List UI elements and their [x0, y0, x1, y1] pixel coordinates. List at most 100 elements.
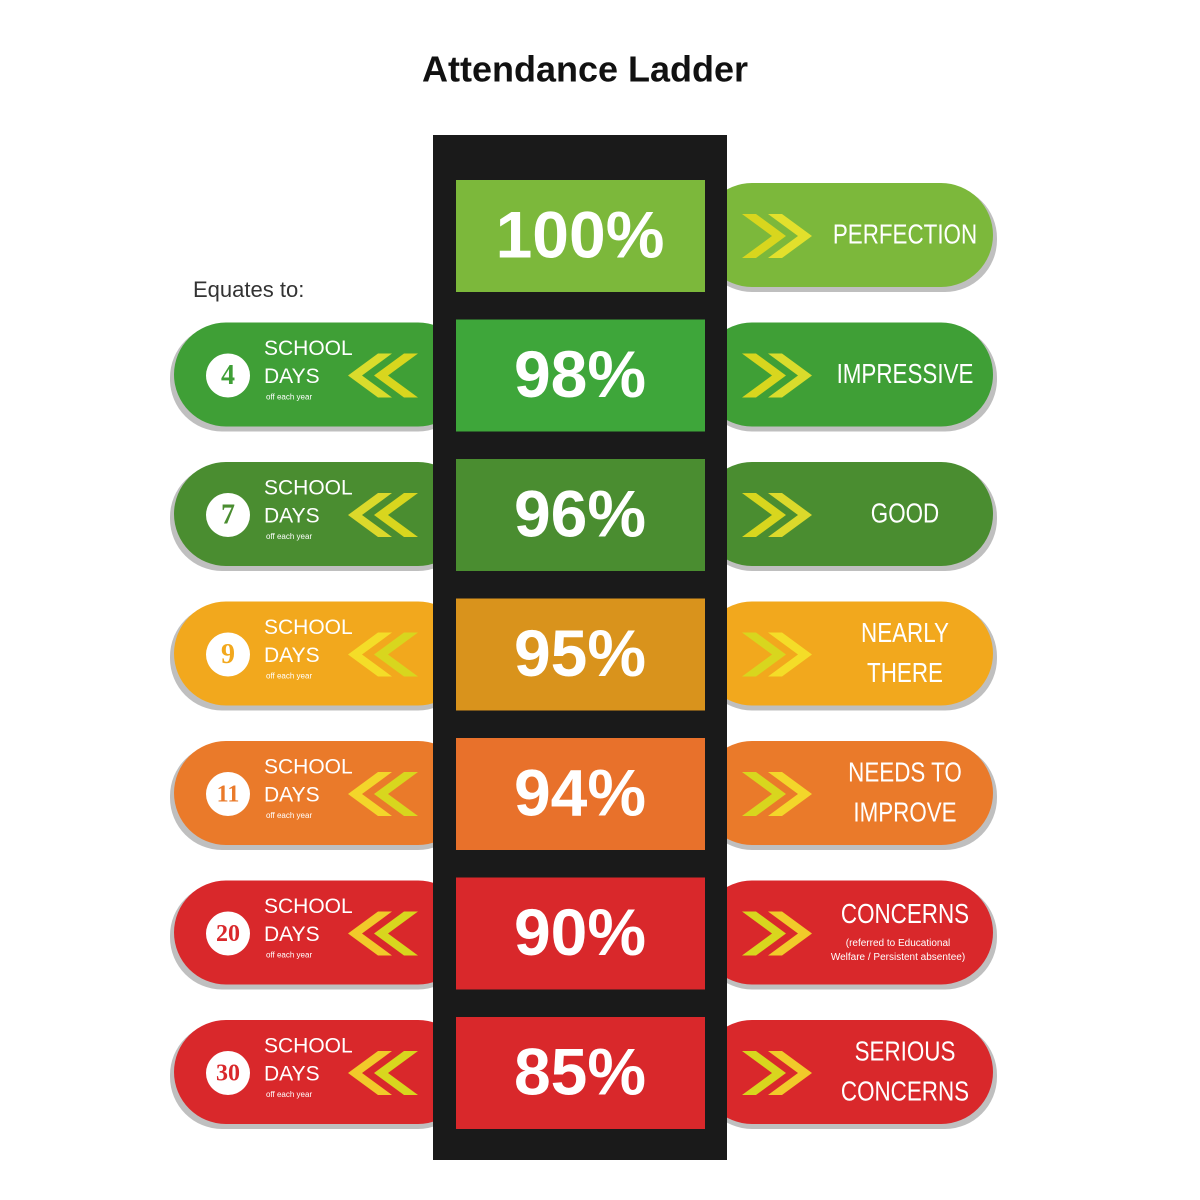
- percent-box: [456, 598, 705, 711]
- status-label: GOOD: [871, 498, 939, 529]
- chevron: [742, 493, 786, 537]
- percent-label: 94%: [514, 755, 646, 829]
- status-label: CONCERNS: [841, 899, 969, 930]
- days-circle: [206, 632, 250, 677]
- chevron: [374, 1051, 418, 1095]
- school-label: SCHOOL: [264, 756, 353, 779]
- days-pill: [174, 1020, 470, 1124]
- chevron: [374, 632, 418, 677]
- school-label: SCHOOL: [264, 895, 353, 918]
- percent-label: 90%: [514, 895, 646, 969]
- chevron: [768, 1051, 812, 1095]
- days-label: DAYS: [264, 784, 320, 807]
- pills: PERFECTION IMPRESSIVE 4 SCHOOL DAYS off each …: [170, 183, 997, 1129]
- school-label: SCHOOL: [264, 337, 353, 360]
- chevron: [348, 493, 392, 537]
- days-circle: [206, 772, 250, 816]
- days-pill: [174, 880, 470, 985]
- equates-label: Equates to:: [193, 277, 304, 302]
- status-pill: [700, 880, 993, 985]
- chevron: [742, 214, 786, 258]
- chevron: [742, 1051, 786, 1095]
- chevron: [374, 493, 418, 537]
- status-label: IMPROVE: [853, 797, 956, 828]
- chevron: [768, 772, 812, 816]
- status-pill: [700, 462, 993, 566]
- percent-box: [456, 738, 705, 850]
- days-number: 30: [216, 1061, 240, 1087]
- chevron: [742, 353, 786, 398]
- days-circle: [206, 1051, 250, 1095]
- days-number: 20: [216, 921, 240, 947]
- days-note: off each year: [266, 393, 312, 402]
- chevron: [742, 911, 786, 956]
- status-label: IMPRESSIVE: [837, 359, 974, 390]
- status-sublabel: Welfare / Persistent absentee): [831, 952, 965, 963]
- chevron: [348, 911, 392, 956]
- days-circle: [206, 353, 250, 398]
- days-note: off each year: [266, 811, 312, 820]
- days-note: off each year: [266, 951, 312, 960]
- days-note: off each year: [266, 532, 312, 541]
- chevron: [348, 1051, 392, 1095]
- days-number: 9: [221, 639, 235, 670]
- percent-box: [456, 319, 705, 432]
- status-pill: [700, 601, 993, 706]
- chevron: [768, 214, 812, 258]
- days-number: 7: [221, 499, 235, 530]
- status-label: THERE: [867, 658, 943, 689]
- status-pill: [700, 741, 993, 845]
- days-pill: [174, 462, 470, 566]
- school-label: SCHOOL: [264, 1035, 353, 1058]
- status-pill: [700, 183, 993, 287]
- percent-label: 85%: [514, 1034, 646, 1108]
- percent-box: [456, 459, 705, 571]
- percent-box: [456, 1017, 705, 1129]
- days-circle: [206, 911, 250, 956]
- days-note: off each year: [266, 1090, 312, 1099]
- chevron: [374, 911, 418, 956]
- days-label: DAYS: [264, 644, 320, 667]
- chevron: [374, 772, 418, 816]
- status-sublabel: (referred to Educational: [846, 938, 951, 949]
- chevron: [348, 772, 392, 816]
- percent-label: 100%: [496, 197, 665, 271]
- chevron: [374, 353, 418, 398]
- status-label: PERFECTION: [833, 219, 977, 250]
- days-number: 11: [217, 782, 240, 808]
- days-number: 4: [221, 360, 235, 391]
- school-label: SCHOOL: [264, 616, 353, 639]
- chevron: [348, 632, 392, 677]
- days-note: off each year: [266, 672, 312, 681]
- days-pill: [174, 601, 470, 706]
- chevron: [768, 493, 812, 537]
- chevron: [742, 772, 786, 816]
- status-pill: [700, 322, 993, 427]
- chevron: [768, 632, 812, 677]
- title: Attendance Ladder: [422, 49, 748, 90]
- percent-box: [456, 180, 705, 292]
- chevron: [348, 353, 392, 398]
- days-label: DAYS: [264, 505, 320, 528]
- chevron: [742, 632, 786, 677]
- status-label: SERIOUS: [855, 1036, 956, 1067]
- percent-label: 98%: [514, 337, 646, 411]
- status-pill: [700, 1020, 993, 1124]
- status-label: CONCERNS: [841, 1076, 969, 1107]
- chevron: [768, 353, 812, 398]
- days-pill: [174, 322, 470, 427]
- days-label: DAYS: [264, 365, 320, 388]
- days-label: DAYS: [264, 923, 320, 946]
- days-circle: [206, 493, 250, 537]
- percent-label: 95%: [514, 616, 646, 690]
- percent-label: 96%: [514, 476, 646, 550]
- status-label: NEARLY: [861, 618, 949, 649]
- chevron: [768, 911, 812, 956]
- status-label: NEEDS TO: [848, 757, 962, 788]
- percent-box: [456, 877, 705, 990]
- days-label: DAYS: [264, 1063, 320, 1086]
- rungs: 100% 98% 96% 95% 94% 90% 85%: [456, 180, 705, 1129]
- days-pill: [174, 741, 470, 845]
